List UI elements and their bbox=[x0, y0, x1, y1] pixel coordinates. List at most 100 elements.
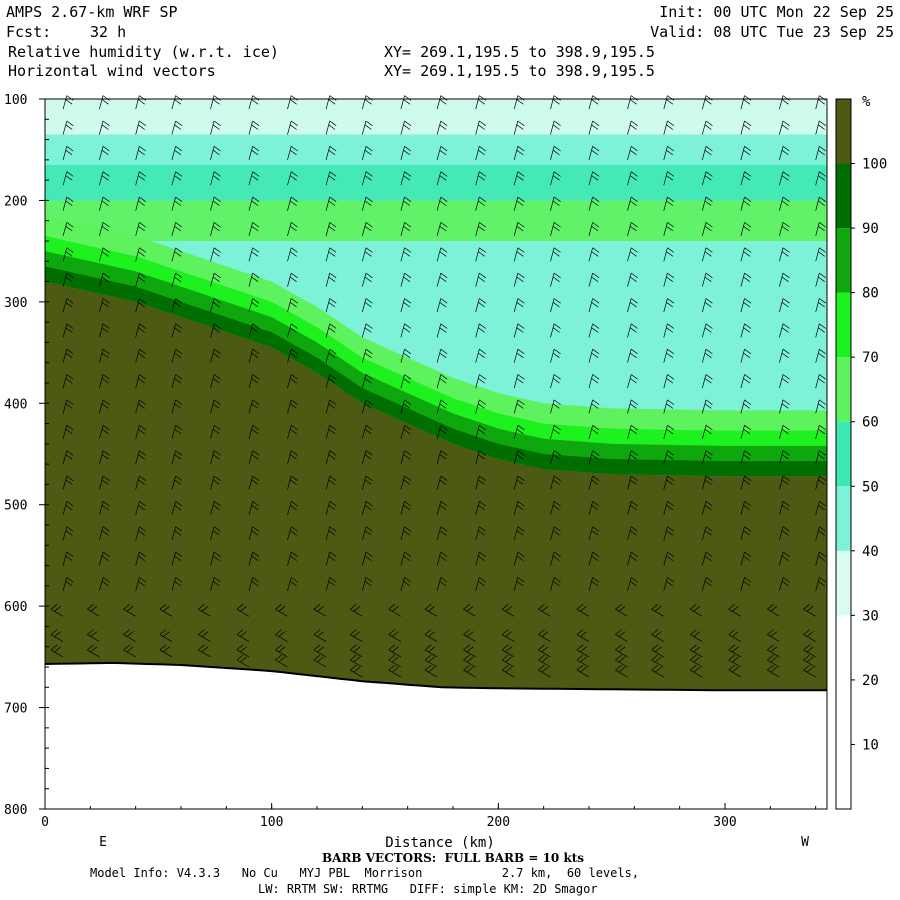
wind-barb bbox=[550, 196, 561, 211]
wind-barb bbox=[62, 526, 74, 541]
wind-barb bbox=[550, 348, 561, 363]
wind-barb bbox=[135, 146, 147, 160]
wind-barb bbox=[779, 551, 790, 566]
wind-barb bbox=[325, 95, 337, 110]
wind-barb bbox=[325, 146, 337, 160]
wind-barb bbox=[62, 425, 74, 439]
wind-barb bbox=[99, 399, 110, 414]
wind-barb bbox=[740, 171, 752, 186]
wind-barb bbox=[740, 577, 752, 591]
wind-barb bbox=[663, 247, 675, 262]
wind-barb bbox=[550, 120, 561, 135]
wind-barb bbox=[400, 374, 412, 389]
wind-barb bbox=[349, 644, 363, 658]
wind-barb bbox=[815, 298, 827, 313]
wind-barb bbox=[436, 95, 448, 110]
wind-barb bbox=[588, 120, 600, 135]
wind-barb bbox=[615, 629, 628, 642]
xy-primary: XY= 269.1,195.5 to 398.9,195.5 bbox=[384, 43, 655, 61]
wind-barb bbox=[576, 664, 590, 678]
wind-barb bbox=[815, 247, 827, 262]
wind-barb bbox=[588, 551, 600, 566]
wind-barb bbox=[779, 501, 790, 515]
wind-barb bbox=[198, 603, 211, 617]
wind-barb bbox=[627, 196, 638, 211]
wind-barb bbox=[171, 577, 183, 591]
wind-barb bbox=[210, 450, 221, 465]
wind-barb bbox=[135, 196, 147, 211]
wind-barb bbox=[135, 577, 147, 591]
wind-barb bbox=[436, 272, 448, 287]
wind-barb bbox=[400, 475, 412, 490]
wind-barb bbox=[400, 272, 412, 287]
wind-barb bbox=[779, 272, 790, 287]
wind-barb bbox=[210, 399, 221, 414]
wind-barb bbox=[701, 425, 713, 439]
wind-barb bbox=[62, 450, 74, 465]
wind-barb bbox=[210, 425, 221, 439]
wind-barb bbox=[171, 171, 183, 186]
wind-barb bbox=[815, 222, 827, 236]
wind-barb bbox=[171, 323, 183, 338]
wind-barb bbox=[62, 298, 74, 313]
colorbar-tick-label: 10 bbox=[862, 737, 879, 753]
wind-barb bbox=[740, 272, 752, 287]
wind-barb bbox=[815, 348, 827, 363]
wind-barb bbox=[815, 146, 827, 160]
wind-barb bbox=[99, 298, 110, 313]
wind-barb bbox=[400, 348, 412, 363]
colorbar-segment bbox=[836, 744, 851, 809]
y-tick-label: 500 bbox=[4, 499, 27, 514]
wind-barb bbox=[436, 120, 448, 135]
wind-barb bbox=[400, 146, 412, 160]
wind-barb bbox=[779, 475, 790, 490]
wind-barb bbox=[50, 644, 64, 658]
wind-barb bbox=[740, 222, 752, 236]
wind-barb bbox=[361, 222, 373, 236]
wind-barb bbox=[275, 603, 288, 617]
wind-barb bbox=[740, 551, 752, 566]
wind-barb bbox=[588, 247, 600, 262]
wind-barb bbox=[87, 603, 100, 617]
wind-barb bbox=[198, 644, 211, 658]
wind-barb bbox=[588, 323, 600, 338]
wind-barb bbox=[513, 95, 525, 110]
colorbar-tick-label: 90 bbox=[862, 221, 879, 237]
wind-barb bbox=[99, 425, 110, 439]
wind-barb bbox=[361, 577, 373, 591]
wind-barb bbox=[740, 374, 752, 389]
barb-note: BARB VECTORS: FULL BARB = 10 kts bbox=[322, 851, 585, 865]
wind-barb bbox=[538, 603, 551, 617]
wind-barb bbox=[767, 629, 780, 642]
wind-barb bbox=[436, 577, 448, 591]
wind-barb bbox=[463, 654, 476, 668]
wind-barb bbox=[815, 272, 827, 287]
wind-barb bbox=[135, 171, 147, 186]
wind-barb bbox=[651, 644, 664, 658]
wind-barb bbox=[550, 577, 561, 591]
y-tick-label: 400 bbox=[4, 397, 27, 412]
wind-barb bbox=[740, 323, 752, 338]
wind-barb bbox=[135, 399, 147, 414]
wind-barb bbox=[588, 425, 600, 439]
model-info: Model Info: V4.3.3 No Cu MYJ PBL Morriso… bbox=[90, 866, 640, 880]
wind-barb bbox=[475, 95, 487, 110]
wind-barb bbox=[99, 120, 110, 135]
colorbar-tick-label: 80 bbox=[862, 286, 879, 302]
wind-barb bbox=[513, 526, 525, 541]
wind-barb bbox=[325, 425, 337, 439]
wind-barb bbox=[400, 399, 412, 414]
wind-barb bbox=[550, 399, 561, 414]
wind-barb bbox=[436, 171, 448, 186]
rh-upper-layer-2 bbox=[45, 164, 827, 201]
wind-barb bbox=[689, 644, 703, 658]
wind-barb bbox=[99, 475, 110, 490]
wind-barb bbox=[62, 247, 74, 262]
xy-secondary: XY= 269.1,195.5 to 398.9,195.5 bbox=[384, 62, 655, 80]
x-tick-label: 0 bbox=[41, 815, 49, 830]
wind-barb bbox=[779, 425, 790, 439]
wind-barb bbox=[779, 95, 790, 110]
wind-barb bbox=[236, 654, 250, 668]
wind-barb bbox=[50, 603, 64, 617]
wind-barb bbox=[135, 526, 147, 541]
